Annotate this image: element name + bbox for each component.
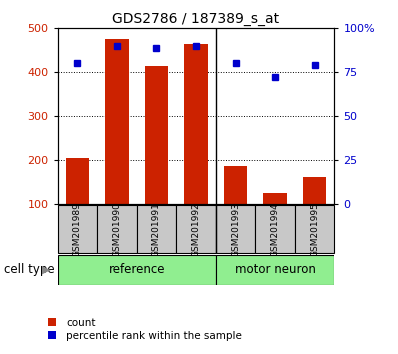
Legend: count, percentile rank within the sample: count, percentile rank within the sample (37, 314, 246, 345)
FancyBboxPatch shape (58, 255, 216, 285)
Bar (303, 177, 326, 204)
Bar (66, 158, 89, 204)
Bar (224, 166, 248, 204)
Text: GSM201989: GSM201989 (73, 202, 82, 257)
Bar (144, 65, 168, 204)
Bar (184, 44, 208, 204)
Text: ▶: ▶ (42, 265, 50, 275)
Text: GSM201995: GSM201995 (310, 202, 319, 257)
Text: cell type: cell type (4, 263, 55, 276)
Text: GSM201992: GSM201992 (191, 202, 201, 257)
Title: GDS2786 / 187389_s_at: GDS2786 / 187389_s_at (113, 12, 279, 26)
FancyBboxPatch shape (255, 205, 295, 253)
FancyBboxPatch shape (58, 205, 97, 253)
Text: motor neuron: motor neuron (234, 263, 316, 276)
FancyBboxPatch shape (137, 205, 176, 253)
Text: GSM201990: GSM201990 (113, 202, 121, 257)
FancyBboxPatch shape (97, 205, 137, 253)
FancyBboxPatch shape (216, 255, 334, 285)
Text: GSM201993: GSM201993 (231, 202, 240, 257)
FancyBboxPatch shape (216, 205, 255, 253)
Text: GSM201994: GSM201994 (271, 202, 279, 257)
Text: reference: reference (109, 263, 165, 276)
Bar (263, 193, 287, 204)
FancyBboxPatch shape (295, 205, 334, 253)
Text: GSM201991: GSM201991 (152, 202, 161, 257)
Bar (105, 39, 129, 204)
FancyBboxPatch shape (176, 205, 216, 253)
